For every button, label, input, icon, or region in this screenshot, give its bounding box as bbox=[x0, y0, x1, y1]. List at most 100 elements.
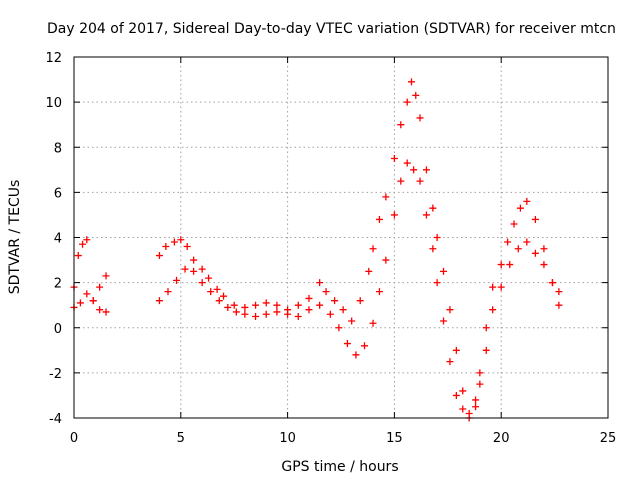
data-point bbox=[360, 342, 368, 350]
data-point bbox=[89, 297, 97, 305]
data-point bbox=[164, 288, 172, 296]
data-points bbox=[70, 78, 563, 422]
data-point bbox=[190, 267, 198, 275]
data-point bbox=[412, 91, 420, 99]
data-point bbox=[390, 211, 398, 219]
data-point bbox=[241, 303, 249, 311]
data-point bbox=[452, 391, 460, 399]
data-point bbox=[452, 346, 460, 354]
data-point bbox=[516, 204, 524, 212]
data-point bbox=[403, 159, 411, 167]
data-point bbox=[162, 243, 170, 251]
data-point bbox=[155, 252, 163, 260]
data-point bbox=[422, 211, 430, 219]
data-point bbox=[294, 312, 302, 320]
data-point bbox=[540, 261, 548, 269]
data-point bbox=[497, 283, 505, 291]
data-point bbox=[74, 252, 82, 260]
data-point bbox=[382, 193, 390, 201]
x-tick-label: 20 bbox=[493, 431, 510, 446]
data-point bbox=[220, 292, 228, 300]
data-point bbox=[273, 308, 281, 316]
x-tick-label: 25 bbox=[600, 431, 617, 446]
data-point bbox=[339, 306, 347, 314]
data-point bbox=[102, 308, 110, 316]
data-point bbox=[555, 288, 563, 296]
y-tick-label: -4 bbox=[49, 412, 62, 427]
data-point bbox=[262, 310, 270, 318]
data-point bbox=[241, 310, 249, 318]
data-point bbox=[531, 249, 539, 257]
data-point bbox=[183, 243, 191, 251]
data-point bbox=[422, 166, 430, 174]
y-tick-label: 8 bbox=[54, 141, 62, 156]
data-point bbox=[177, 236, 185, 244]
data-point bbox=[482, 346, 490, 354]
data-point bbox=[305, 294, 313, 302]
data-point bbox=[198, 265, 206, 273]
grid-lines bbox=[74, 57, 608, 418]
data-point bbox=[440, 317, 448, 325]
data-point bbox=[348, 317, 356, 325]
x-tick-label: 10 bbox=[279, 431, 296, 446]
data-point bbox=[446, 306, 454, 314]
data-point bbox=[79, 240, 87, 248]
y-tick-label: 6 bbox=[54, 186, 62, 201]
data-point bbox=[472, 396, 480, 404]
data-point bbox=[476, 369, 484, 377]
series-1 bbox=[70, 78, 563, 417]
data-point bbox=[504, 238, 512, 246]
data-point bbox=[482, 324, 490, 332]
data-point bbox=[262, 299, 270, 307]
data-point bbox=[555, 301, 563, 309]
axis-ticks: 0 5 10 15 20 25 -4 -2 0 2 4 6 8 10 12 bbox=[45, 51, 616, 446]
data-point bbox=[294, 301, 302, 309]
y-tick-label: 12 bbox=[45, 51, 62, 66]
data-point bbox=[181, 265, 189, 273]
data-point bbox=[548, 279, 556, 287]
data-point bbox=[416, 177, 424, 185]
data-point bbox=[316, 301, 324, 309]
y-tick-label: -2 bbox=[49, 367, 62, 382]
data-point bbox=[397, 177, 405, 185]
data-point bbox=[446, 358, 454, 366]
x-tick-label: 5 bbox=[177, 431, 185, 446]
data-point bbox=[531, 215, 539, 223]
data-point bbox=[459, 387, 467, 395]
data-point bbox=[207, 288, 215, 296]
data-point bbox=[83, 236, 91, 244]
y-axis-label: SDTVAR / TECUs bbox=[7, 180, 23, 295]
data-point bbox=[232, 308, 240, 316]
data-point bbox=[410, 166, 418, 174]
data-point bbox=[375, 215, 383, 223]
data-point bbox=[326, 310, 334, 318]
y-tick-label: 0 bbox=[54, 322, 62, 337]
data-point bbox=[429, 204, 437, 212]
data-point bbox=[252, 312, 260, 320]
data-point bbox=[497, 261, 505, 269]
data-point bbox=[96, 283, 104, 291]
data-point bbox=[102, 272, 110, 280]
data-point bbox=[96, 306, 104, 314]
data-point bbox=[224, 303, 232, 311]
data-point bbox=[416, 114, 424, 122]
data-point bbox=[305, 306, 313, 314]
data-point bbox=[390, 155, 398, 163]
data-point bbox=[403, 98, 411, 106]
data-point bbox=[459, 405, 467, 413]
data-point bbox=[440, 267, 448, 275]
data-point bbox=[170, 238, 178, 246]
x-tick-label: 0 bbox=[70, 431, 78, 446]
data-point bbox=[489, 306, 497, 314]
data-point bbox=[489, 283, 497, 291]
y-tick-label: 2 bbox=[54, 277, 62, 292]
data-point bbox=[213, 285, 221, 293]
data-point bbox=[331, 297, 339, 305]
data-point bbox=[322, 288, 330, 296]
data-point bbox=[523, 197, 531, 205]
data-point bbox=[429, 245, 437, 253]
data-point bbox=[382, 256, 390, 264]
series-2 bbox=[70, 159, 563, 422]
data-point bbox=[252, 301, 260, 309]
